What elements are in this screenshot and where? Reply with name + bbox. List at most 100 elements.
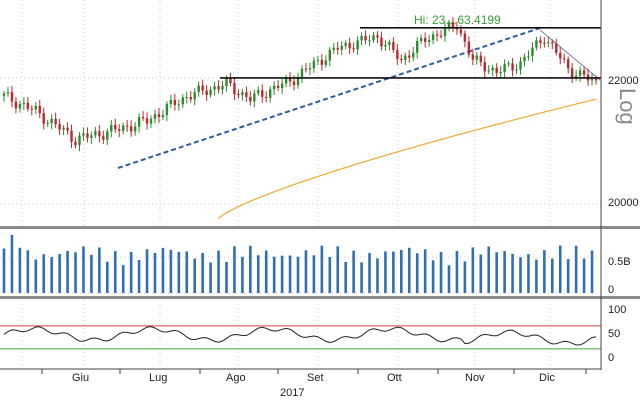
- candle-body: [70, 130, 73, 142]
- candle-body: [94, 131, 97, 136]
- rsi-bands: [0, 325, 601, 350]
- volume-bar: [209, 262, 212, 293]
- downtrend-line: [539, 29, 601, 81]
- candle-body: [237, 93, 240, 96]
- candle-body: [181, 97, 184, 105]
- candle-body: [336, 47, 339, 50]
- candle-body: [471, 54, 475, 60]
- volume-bar: [2, 248, 6, 293]
- candle-body: [459, 29, 463, 34]
- candle-body: [400, 58, 403, 60]
- candle-body: [74, 141, 77, 146]
- volume-panel: 0.5B 0: [0, 234, 631, 296]
- candle-body: [225, 77, 228, 87]
- candle-body: [272, 85, 276, 90]
- candle-body: [463, 33, 467, 42]
- x-axis: Giu Lug Ago Set Ott Nov Dic 2017: [0, 368, 601, 399]
- volume-bar: [137, 260, 141, 293]
- volume-bar: [66, 250, 69, 293]
- volume-bar: [217, 250, 220, 293]
- candle-body: [125, 125, 129, 127]
- volume-bar: [10, 234, 14, 293]
- candle-body: [6, 92, 10, 94]
- candle-body: [356, 40, 359, 50]
- candle-body: [165, 104, 169, 116]
- month-label-ott: Ott: [387, 372, 402, 384]
- candle-body: [594, 78, 598, 81]
- volume-bar: [550, 258, 554, 293]
- candle-body: [447, 22, 451, 28]
- volume-bar: [471, 247, 475, 293]
- candle-body: [86, 133, 89, 138]
- volume-bar: [423, 249, 427, 293]
- volume-bar: [558, 245, 562, 293]
- volume-bar: [280, 255, 284, 293]
- candle-body: [312, 60, 316, 69]
- volume-bar: [193, 258, 197, 293]
- candle-body: [54, 118, 57, 125]
- volume-bar: [590, 250, 594, 293]
- candle-body: [217, 86, 220, 90]
- log-scale-label: Log: [615, 88, 640, 125]
- candle-body: [427, 40, 431, 43]
- volume-bar: [121, 265, 125, 293]
- candle-body: [10, 92, 14, 102]
- candle-body: [348, 42, 351, 49]
- candle-body: [300, 68, 304, 78]
- candle-body: [241, 92, 244, 96]
- month-label-nov: Nov: [465, 372, 485, 384]
- volume-bar: [368, 253, 371, 293]
- candle-body: [169, 99, 173, 105]
- volume-bar: [74, 252, 77, 293]
- candle-body: [82, 133, 85, 136]
- volume-bar: [304, 250, 308, 293]
- candle-body: [296, 77, 300, 86]
- year-label: 2017: [280, 387, 304, 399]
- candle-body: [523, 56, 526, 62]
- volume-bar: [455, 251, 459, 293]
- candle-body: [177, 104, 181, 106]
- candle-body: [574, 75, 578, 78]
- candle-body: [519, 61, 522, 70]
- candle-body: [435, 34, 439, 36]
- candle-body: [133, 126, 137, 132]
- candle-body: [551, 42, 554, 44]
- panel-separator: [0, 296, 640, 299]
- candle-body: [145, 118, 149, 124]
- volume-bar: [384, 251, 387, 293]
- candle-body: [570, 68, 574, 78]
- candle-body: [423, 38, 427, 43]
- candle-body: [479, 55, 482, 63]
- rsi-tick-label: 0: [608, 352, 614, 364]
- candle-body: [487, 70, 490, 72]
- volume-bar: [82, 246, 85, 293]
- candle-body: [559, 52, 562, 59]
- candle-body: [185, 97, 188, 99]
- candle-body: [14, 101, 18, 109]
- candle-body: [42, 113, 45, 124]
- candle-body: [173, 99, 177, 106]
- candle-body: [416, 41, 419, 53]
- candle-body: [384, 44, 387, 47]
- volume-bar: [447, 265, 451, 293]
- volume-bar: [233, 246, 236, 293]
- candle-body: [58, 124, 61, 130]
- candle-body: [141, 117, 145, 119]
- candle-body: [324, 60, 328, 65]
- candle-body: [582, 70, 586, 75]
- candle-body: [308, 68, 312, 70]
- volume-bar: [511, 253, 514, 293]
- candle-body: [161, 115, 165, 118]
- volume-bar: [487, 246, 491, 293]
- volume-bar: [272, 256, 276, 293]
- candle-body: [495, 67, 498, 74]
- volume-bar: [336, 246, 340, 293]
- price-tick-label: 20000: [608, 197, 639, 209]
- volume-bar: [106, 261, 109, 293]
- candle-body: [547, 42, 550, 44]
- candle-body: [328, 49, 331, 61]
- moving-average: [218, 98, 597, 220]
- candle-body: [50, 118, 53, 123]
- candle-body: [443, 27, 447, 37]
